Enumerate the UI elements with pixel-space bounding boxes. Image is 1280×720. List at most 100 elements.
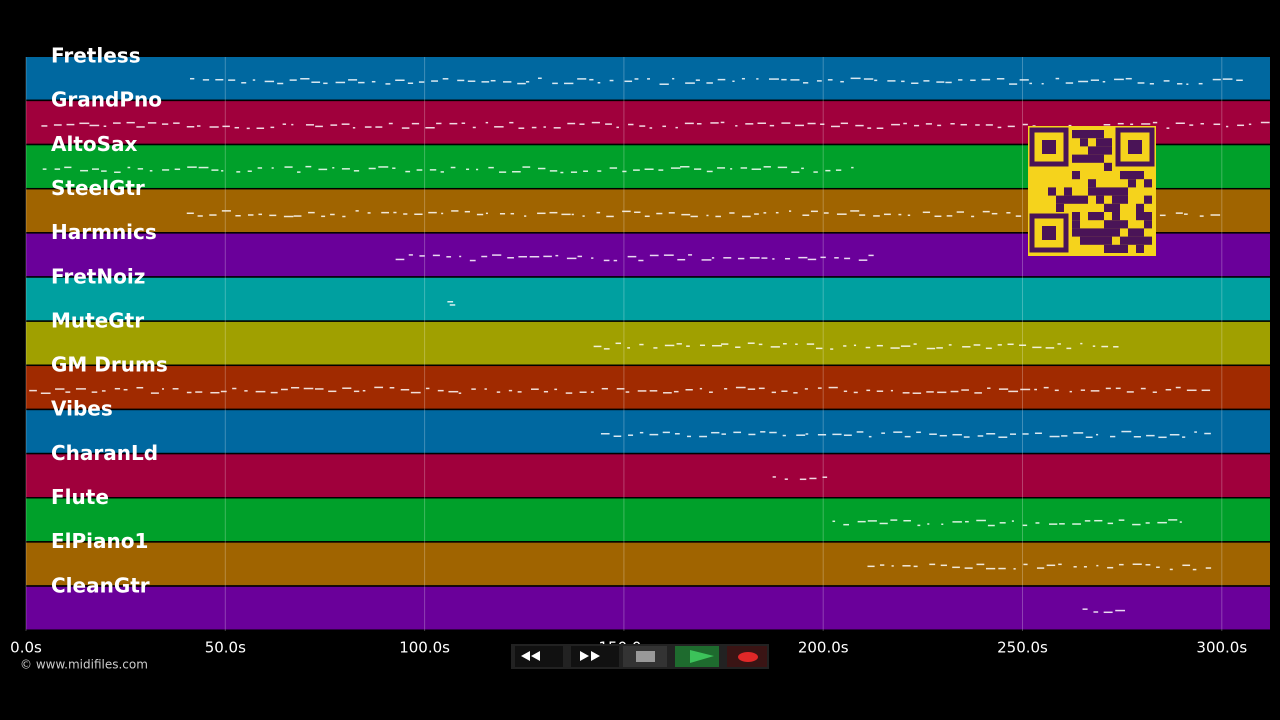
qr-module xyxy=(1112,228,1120,237)
note xyxy=(590,391,594,393)
note xyxy=(1061,435,1068,437)
note xyxy=(934,215,942,218)
note xyxy=(525,81,530,83)
note xyxy=(715,215,721,218)
note xyxy=(1213,123,1221,126)
note xyxy=(476,168,479,171)
note xyxy=(269,214,277,217)
note xyxy=(1022,433,1029,435)
note xyxy=(113,122,121,124)
note xyxy=(904,435,911,438)
note xyxy=(603,348,610,350)
note xyxy=(960,123,967,126)
note xyxy=(1073,432,1084,434)
note xyxy=(712,344,722,347)
note xyxy=(795,343,798,345)
note xyxy=(741,77,745,80)
note xyxy=(853,391,858,394)
note xyxy=(1107,566,1114,569)
note xyxy=(649,127,653,129)
note xyxy=(1008,390,1019,393)
note xyxy=(271,167,274,169)
note xyxy=(1130,123,1134,126)
note xyxy=(911,82,919,84)
note xyxy=(270,126,275,129)
note xyxy=(649,254,659,257)
note xyxy=(772,258,775,260)
note xyxy=(510,212,515,215)
note xyxy=(549,211,558,214)
note xyxy=(374,386,384,389)
note xyxy=(1019,79,1029,81)
qr-finder-center xyxy=(1042,226,1056,240)
note xyxy=(806,343,815,345)
grid xyxy=(25,57,1223,631)
note xyxy=(303,387,314,390)
note xyxy=(364,126,372,128)
note xyxy=(1082,608,1088,610)
track-band xyxy=(26,366,1270,409)
note xyxy=(247,214,254,216)
note xyxy=(768,78,779,80)
note xyxy=(247,170,252,172)
note xyxy=(1043,386,1049,389)
note xyxy=(850,77,861,80)
qr-module xyxy=(1104,228,1112,237)
note xyxy=(485,121,489,124)
track-band xyxy=(26,277,1270,321)
qr-finder xyxy=(1029,127,1069,167)
note xyxy=(790,79,800,81)
note xyxy=(190,77,195,80)
note xyxy=(625,391,630,393)
note xyxy=(890,389,893,392)
note xyxy=(987,524,995,527)
note xyxy=(973,344,981,346)
note xyxy=(763,166,771,168)
note xyxy=(1137,82,1145,84)
note xyxy=(395,258,405,261)
note xyxy=(451,210,459,212)
note xyxy=(1094,519,1103,522)
time-tick-label: 100.0s xyxy=(399,639,450,657)
note xyxy=(813,171,818,173)
note xyxy=(79,122,90,125)
note xyxy=(873,215,880,217)
note xyxy=(1045,347,1055,349)
note xyxy=(315,125,323,128)
note xyxy=(65,391,71,393)
qr-module xyxy=(1056,195,1064,204)
note xyxy=(1105,387,1111,390)
note xyxy=(1110,435,1116,438)
note xyxy=(653,347,658,349)
note xyxy=(756,78,759,80)
note xyxy=(1118,519,1125,521)
note xyxy=(393,211,397,214)
qr-module xyxy=(1072,154,1080,163)
note xyxy=(747,388,756,390)
note xyxy=(127,166,131,169)
note xyxy=(624,80,633,83)
qr-module xyxy=(1080,236,1088,245)
note xyxy=(946,215,953,217)
qr-module xyxy=(1064,187,1072,196)
note xyxy=(425,127,435,129)
note xyxy=(332,167,335,169)
note xyxy=(290,386,300,389)
note xyxy=(362,389,366,392)
qr-module xyxy=(1144,212,1152,221)
qr-module xyxy=(1056,203,1064,212)
note xyxy=(490,79,496,82)
note xyxy=(1152,121,1158,124)
note xyxy=(53,124,62,126)
note xyxy=(1192,568,1197,571)
track-label: AltoSax xyxy=(51,132,138,156)
note xyxy=(1054,389,1059,392)
note xyxy=(1140,387,1146,390)
note xyxy=(926,391,934,393)
note xyxy=(865,346,871,349)
note xyxy=(673,390,679,393)
note xyxy=(1198,82,1203,85)
note xyxy=(517,391,522,393)
note xyxy=(867,520,877,522)
note xyxy=(282,123,287,125)
